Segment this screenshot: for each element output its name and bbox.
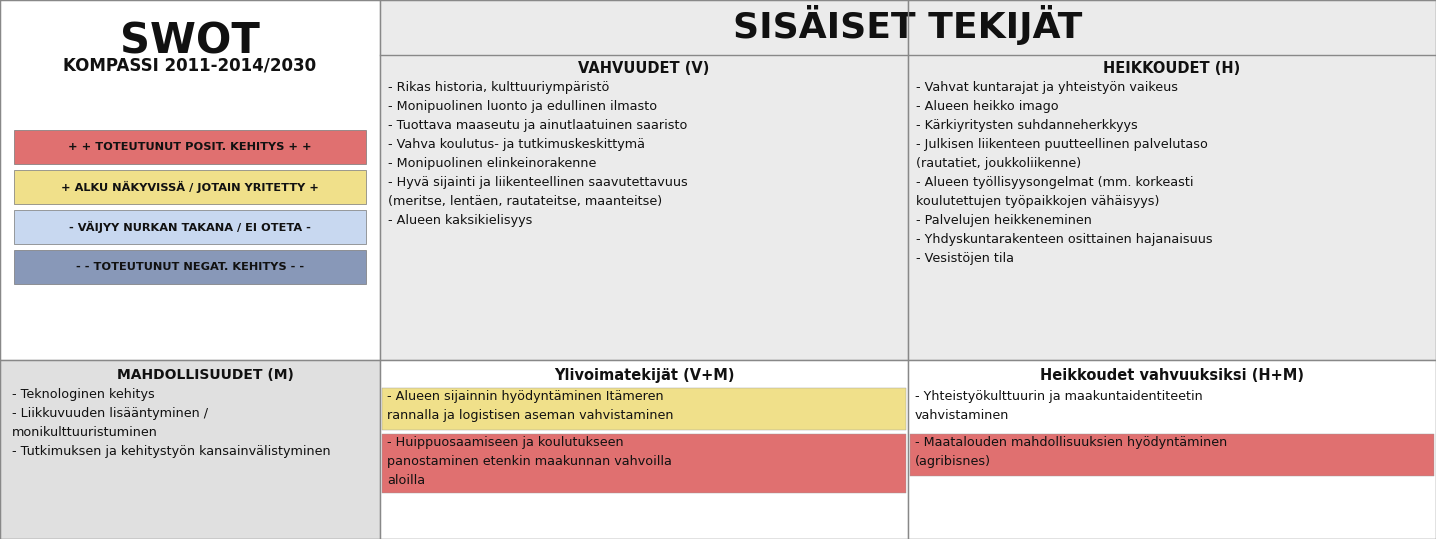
Text: - Vahvat kuntarajat ja yhteistyön vaikeus
- Alueen heikko imago
- Kärkiyritysten: - Vahvat kuntarajat ja yhteistyön vaikeu… [916,81,1212,265]
Text: HEIKKOUDET (H): HEIKKOUDET (H) [1103,61,1241,76]
Text: - - TOTEUTUNUT NEGAT. KEHITYS - -: - - TOTEUTUNUT NEGAT. KEHITYS - - [76,262,304,272]
Text: + + TOTEUTUNUT POSIT. KEHITYS + +: + + TOTEUTUNUT POSIT. KEHITYS + + [67,142,312,152]
Bar [382,388,906,430]
Text: - Huippuosaamiseen ja koulutukseen
panostaminen etenkin maakunnan vahvoilla
aloi: - Huippuosaamiseen ja koulutukseen panos… [386,436,672,487]
Text: SWOT: SWOT [121,20,260,62]
Bar [381,360,908,539]
Text: MAHDOLLISUUDET (M): MAHDOLLISUUDET (M) [116,368,293,382]
Bar [382,434,906,493]
Text: + ALKU NÄKYVISSÄ / JOTAIN YRITETTY +: + ALKU NÄKYVISSÄ / JOTAIN YRITETTY + [62,181,319,193]
Bar [908,0,1436,360]
Text: - Maatalouden mahdollisuuksien hyödyntäminen
(agribisnes): - Maatalouden mahdollisuuksien hyödyntäm… [915,436,1228,468]
Bar [381,0,908,360]
Text: Heikkoudet vahvuuksiksi (H+M): Heikkoudet vahvuuksiksi (H+M) [1040,368,1304,383]
Text: VAHVUUDET (V): VAHVUUDET (V) [579,61,709,76]
Bar [14,210,366,244]
Bar [14,250,366,284]
Text: - Teknologinen kehitys
- Liikkuvuuden lisääntyminen /
monikulttuuristuminen
- Tu: - Teknologinen kehitys - Liikkuvuuden li… [11,388,330,458]
Bar [908,360,1436,539]
Text: - VÄIJYY NURKAN TAKANA / EI OTETA -: - VÄIJYY NURKAN TAKANA / EI OTETA - [69,221,312,233]
Bar [0,360,381,539]
Text: - Rikas historia, kulttuuriympäristö
- Monipuolinen luonto ja edullinen ilmasto
: - Rikas historia, kulttuuriympäristö - M… [388,81,688,227]
Text: - Alueen sijainnin hyödyntäminen Itämeren
rannalla ja logistisen aseman vahvista: - Alueen sijainnin hyödyntäminen Itämere… [386,390,673,422]
Bar [910,434,1435,476]
Bar [14,170,366,204]
Bar [14,130,366,164]
Text: Ylivoimatekijät (V+M): Ylivoimatekijät (V+M) [554,368,734,383]
Text: - Yhteistyökulttuurin ja maakuntaidentiteetin
vahvistaminen: - Yhteistyökulttuurin ja maakuntaidentit… [915,390,1203,422]
Text: SISÄISET TEKIJÄT: SISÄISET TEKIJÄT [734,5,1083,45]
Text: KOMPASSI 2011-2014/2030: KOMPASSI 2011-2014/2030 [63,56,316,74]
Bar [0,0,381,360]
